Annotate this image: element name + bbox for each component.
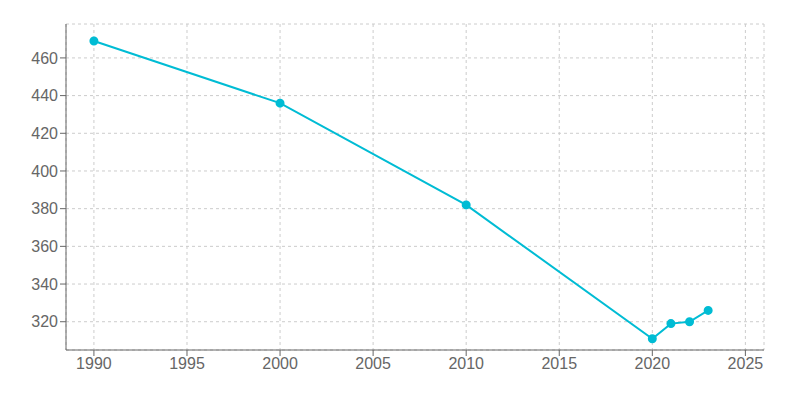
svg-text:2025: 2025 [728, 355, 764, 372]
svg-text:1990: 1990 [76, 355, 112, 372]
svg-text:1995: 1995 [169, 355, 205, 372]
svg-text:360: 360 [31, 238, 58, 255]
svg-text:440: 440 [31, 87, 58, 104]
svg-text:340: 340 [31, 276, 58, 293]
svg-text:320: 320 [31, 313, 58, 330]
svg-text:420: 420 [31, 125, 58, 142]
svg-text:460: 460 [31, 50, 58, 67]
svg-text:2015: 2015 [541, 355, 577, 372]
svg-text:380: 380 [31, 200, 58, 217]
svg-text:2000: 2000 [262, 355, 298, 372]
svg-text:2005: 2005 [355, 355, 391, 372]
svg-text:2020: 2020 [635, 355, 671, 372]
svg-text:400: 400 [31, 163, 58, 180]
svg-text:2010: 2010 [448, 355, 484, 372]
